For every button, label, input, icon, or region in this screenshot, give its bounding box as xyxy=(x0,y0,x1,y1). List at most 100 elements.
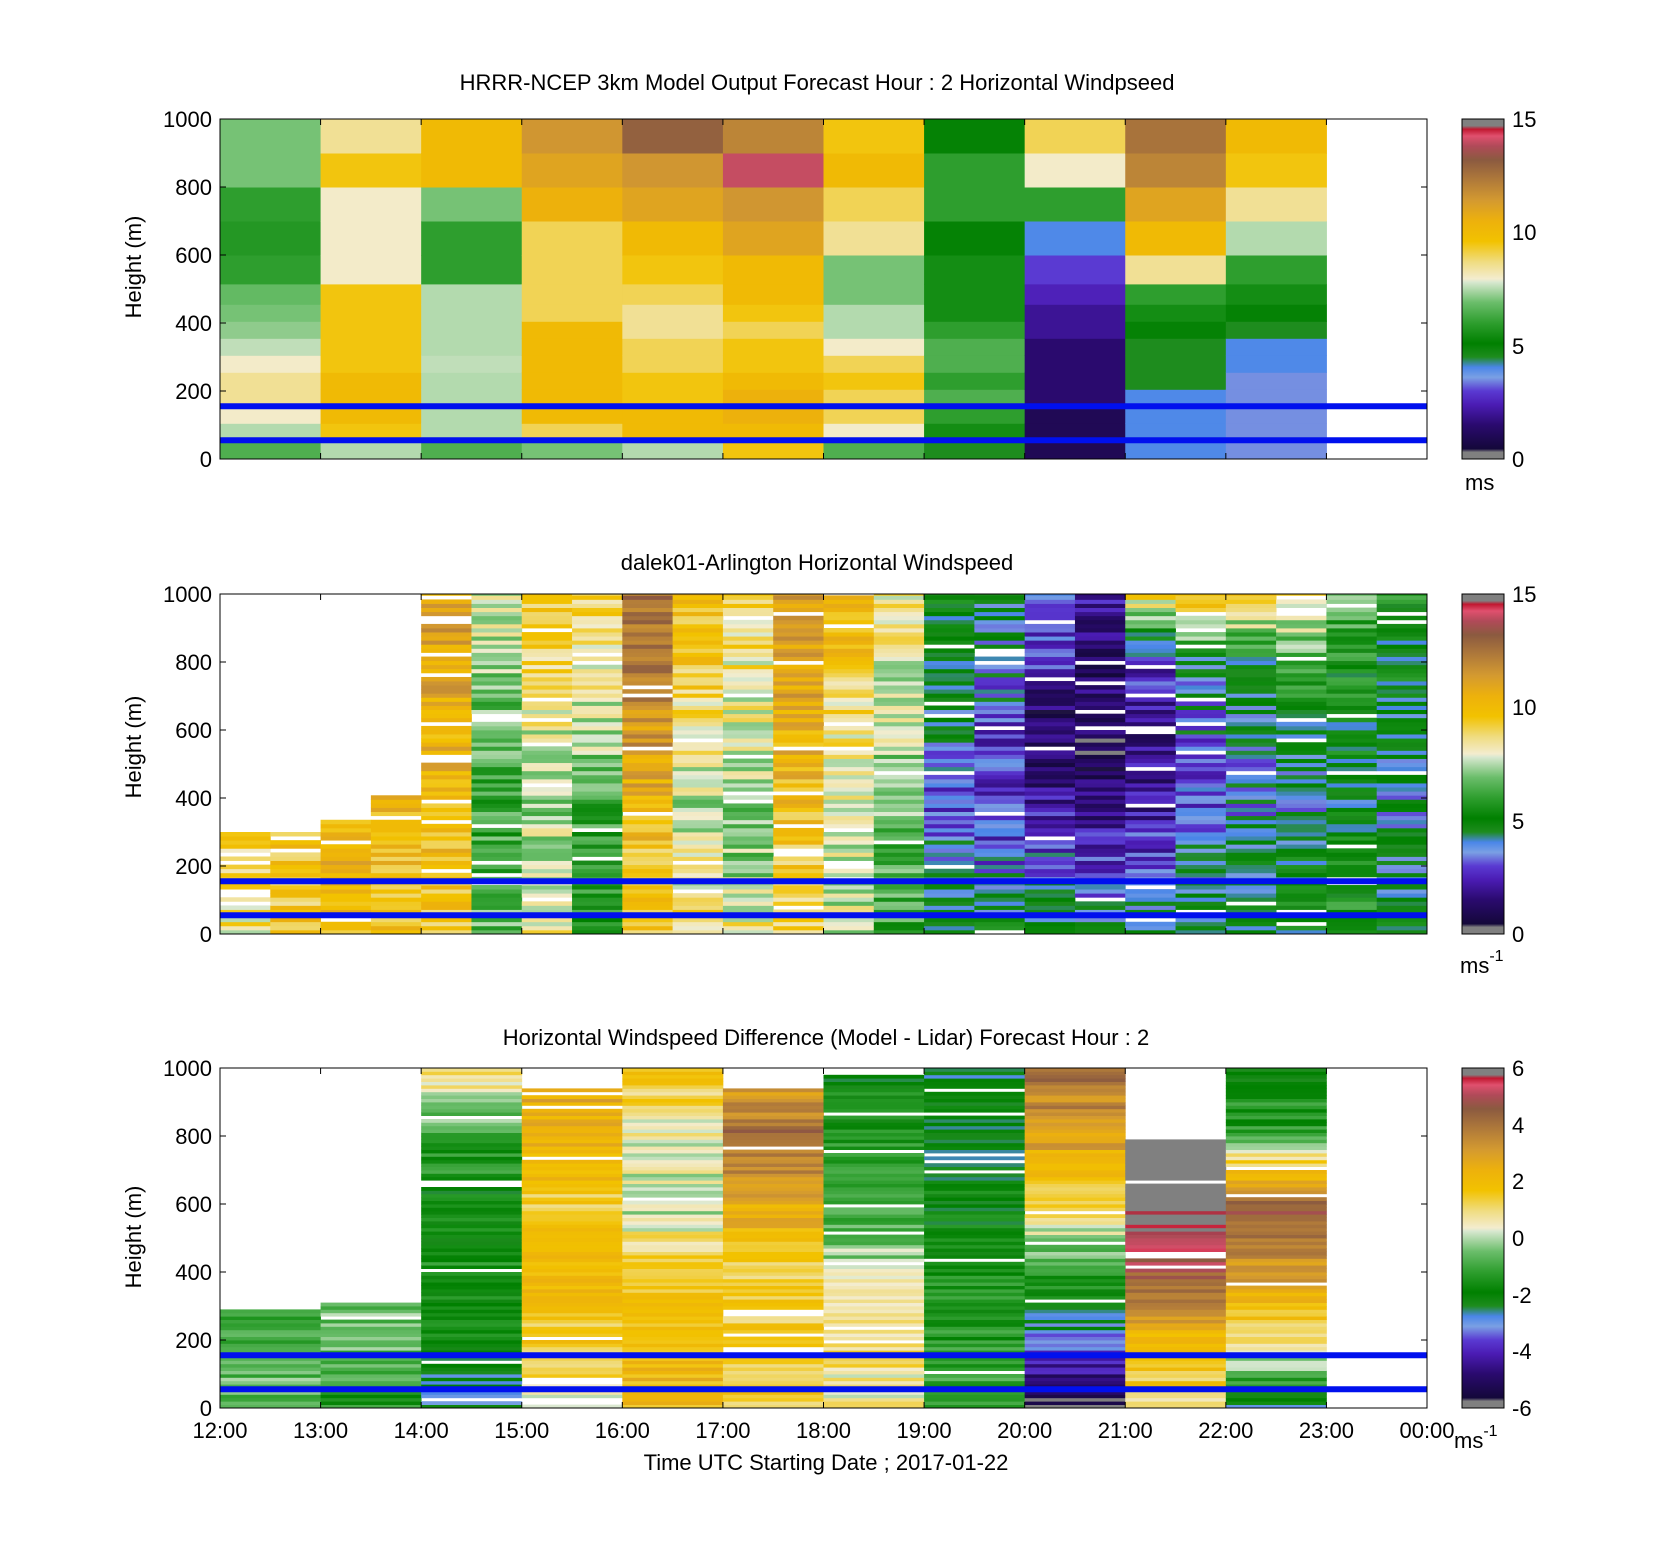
difference-cell xyxy=(622,1142,724,1147)
lidar-cell xyxy=(270,889,321,894)
difference-cell xyxy=(1225,1292,1327,1297)
lidar-cell xyxy=(1125,595,1176,600)
lidar-cell xyxy=(421,664,472,670)
lidar-cell xyxy=(873,754,925,759)
lidar-cell xyxy=(471,668,523,674)
lidar-cell xyxy=(1326,672,1378,678)
lidar-cell xyxy=(1276,623,1327,629)
lidar-cell xyxy=(1175,832,1227,837)
lidar-cell xyxy=(1074,856,1126,861)
difference-cell xyxy=(722,1377,824,1382)
lidar-cell xyxy=(1326,856,1378,861)
lidar-cell xyxy=(924,803,975,808)
model-cell xyxy=(320,153,422,188)
lidar-cell xyxy=(572,885,623,890)
model-cell xyxy=(421,221,523,256)
lidar-cell xyxy=(572,681,623,686)
lidar-cell xyxy=(773,734,824,739)
lidar-cell xyxy=(572,783,623,788)
lidar-cell xyxy=(1024,734,1076,739)
lidar-cell xyxy=(1024,640,1076,645)
lidar-cell xyxy=(370,827,422,833)
model-cell xyxy=(1225,304,1327,322)
difference-cell xyxy=(622,1346,724,1351)
lidar-cell xyxy=(974,827,1026,833)
difference-cell xyxy=(521,1180,623,1184)
difference-cell xyxy=(1225,1380,1327,1385)
lidar-cell xyxy=(873,827,925,833)
lidar-cell xyxy=(1225,868,1277,874)
difference-cell xyxy=(924,1265,1026,1269)
lidar-cell xyxy=(1074,885,1126,890)
lidar-cell xyxy=(823,595,875,600)
lidar-cell xyxy=(1074,770,1126,776)
difference-cell xyxy=(1125,1190,1227,1195)
lidar-cell xyxy=(521,832,573,837)
lidar-cell xyxy=(974,611,1026,617)
difference-cell xyxy=(421,1394,523,1399)
difference-cell xyxy=(1125,1159,1227,1164)
lidar-cell xyxy=(773,636,824,641)
lidar-cell xyxy=(1276,762,1327,768)
lidar-cell xyxy=(572,701,623,706)
lidar-cell xyxy=(1125,840,1176,845)
lidar-cell xyxy=(1225,864,1277,870)
lidar-cell xyxy=(1125,742,1176,747)
lidar-cell xyxy=(1326,668,1378,674)
lidar-cell xyxy=(924,852,975,857)
model-ytick-0: 0 xyxy=(200,447,212,472)
difference-cell xyxy=(421,1122,523,1127)
lidar-cell xyxy=(572,803,623,808)
lidar-cell xyxy=(974,778,1026,784)
difference-cell xyxy=(823,1091,925,1096)
difference-cell xyxy=(1225,1227,1327,1232)
lidar-colorbar: 0 5 10 15 ms-1 xyxy=(1460,582,1536,978)
lidar-cell xyxy=(924,885,975,890)
difference-cell xyxy=(320,1391,422,1395)
lidar-cell xyxy=(1276,889,1327,894)
lidar-cell xyxy=(823,909,875,914)
lidar-cell xyxy=(924,897,975,902)
lidar-cell xyxy=(672,636,724,641)
lidar-cell xyxy=(421,836,472,841)
lidar-cell xyxy=(672,905,724,910)
lidar-cell xyxy=(1376,750,1428,755)
lidar-cell xyxy=(1326,660,1378,666)
lidar-cell xyxy=(823,713,875,719)
difference-cell xyxy=(622,1078,724,1082)
lidar-cell xyxy=(974,599,1026,604)
lidar-cell xyxy=(924,758,975,764)
lidar-cell xyxy=(873,917,925,923)
lidar-cell xyxy=(873,632,925,637)
lidar-cell xyxy=(672,734,724,739)
model-title: HRRR-NCEP 3km Model Output Forecast Hour… xyxy=(460,70,1175,95)
difference-cell xyxy=(1024,1329,1126,1334)
lidar-cell xyxy=(622,713,674,719)
difference-cell xyxy=(1024,1146,1126,1150)
lidar-cell xyxy=(722,746,774,751)
lidar-cell xyxy=(370,909,422,914)
lidar-cell xyxy=(924,725,975,731)
lidar-cell xyxy=(672,893,724,898)
difference-cell xyxy=(924,1299,1026,1303)
lidar-cell xyxy=(572,636,623,641)
difference-cell xyxy=(823,1074,925,1079)
difference-cell xyxy=(521,1360,623,1365)
lidar-cell xyxy=(672,713,724,719)
lidar-cell xyxy=(722,819,774,825)
difference-cell xyxy=(1024,1346,1126,1351)
lidar-cell xyxy=(521,921,573,927)
lidar-cell xyxy=(823,632,875,637)
lidar-cell xyxy=(1376,872,1428,878)
lidar-cell xyxy=(924,860,975,866)
lidar-cell xyxy=(521,599,573,604)
lidar-cell xyxy=(1376,795,1428,800)
lidar-cell xyxy=(823,701,875,706)
lidar-cell xyxy=(521,619,573,625)
difference-cell xyxy=(521,1163,623,1167)
difference-cell xyxy=(1125,1336,1227,1341)
lidar-cell xyxy=(421,685,472,690)
difference-cell xyxy=(1125,1183,1227,1188)
difference-cell xyxy=(924,1323,1026,1327)
lidar-cell xyxy=(370,901,422,906)
